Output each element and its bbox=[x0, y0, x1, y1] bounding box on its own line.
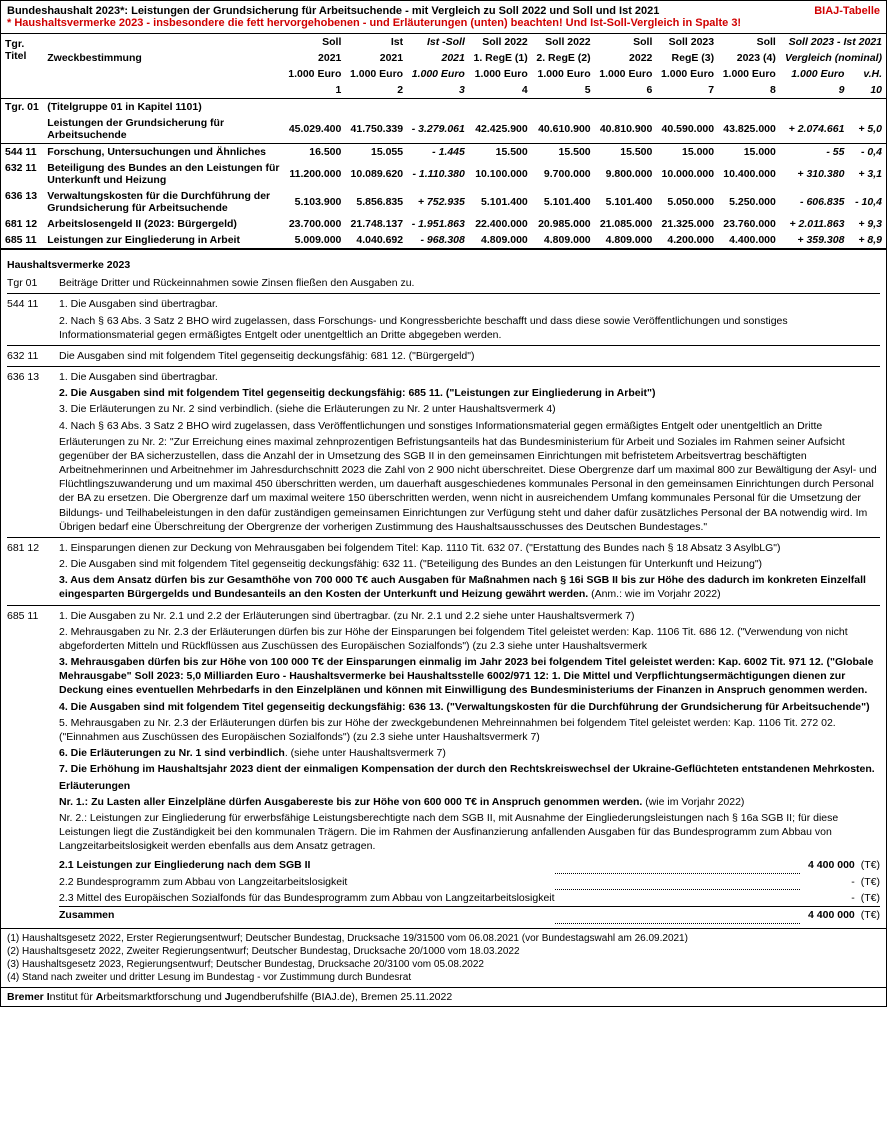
col2h2: 2021 bbox=[345, 50, 407, 66]
note-item: Erläuterungen bbox=[7, 779, 880, 793]
col4h1: Soll 2022 bbox=[469, 34, 532, 50]
subtotal-row: 2.3 Mittel des Europäischen Sozialfonds … bbox=[59, 890, 880, 907]
footnote-line: (2) Haushaltsgesetz 2022, Zweiter Regier… bbox=[7, 945, 880, 958]
subtotal-row: Zusammen 4 400 000 (T€) bbox=[59, 906, 880, 923]
col1h1: Soll bbox=[284, 34, 346, 50]
col7h2: RegE (3) bbox=[656, 50, 718, 66]
num5: 5 bbox=[532, 82, 595, 99]
col7h1: Soll 2023 bbox=[656, 34, 718, 50]
page-title: Bundeshaushalt 2023*: Leistungen der Gru… bbox=[7, 5, 659, 17]
num2: 2 bbox=[345, 82, 407, 99]
note-item: 681 121. Einsparungen dienen zur Deckung… bbox=[7, 541, 880, 555]
note-item: 5. Mehrausgaben zu Nr. 2.3 der Erläuteru… bbox=[7, 716, 880, 744]
col9h2: Vergleich (nominal) bbox=[780, 50, 886, 66]
table-row: 636 13 Verwaltungskosten für die Durchfü… bbox=[1, 188, 886, 216]
unit10: v.H. bbox=[848, 66, 886, 82]
note-item: 636 131. Die Ausgaben sind übertragbar. bbox=[7, 370, 880, 384]
unit3: 1.000 Euro bbox=[407, 66, 469, 82]
num8: 8 bbox=[718, 82, 780, 99]
num6: 6 bbox=[595, 82, 657, 99]
note-item: 2. Die Ausgaben sind mit folgendem Titel… bbox=[7, 557, 880, 571]
note-item: 4. Nach § 63 Abs. 3 Satz 2 BHO wird zuge… bbox=[7, 419, 880, 433]
num3: 3 bbox=[407, 82, 469, 99]
table-row: 685 11 Leistungen zur Eingliederung in A… bbox=[1, 232, 886, 249]
note-item: 6. Die Erläuterungen zu Nr. 1 sind verbi… bbox=[7, 746, 880, 760]
unit5: 1.000 Euro bbox=[532, 66, 595, 82]
col-code: Tgr. Titel bbox=[1, 34, 43, 66]
note-item: 3. Aus dem Ansatz dürfen bis zur Gesamth… bbox=[7, 573, 880, 601]
unit7: 1.000 Euro bbox=[656, 66, 718, 82]
note-item: Erläuterungen zu Nr. 2: "Zur Erreichung … bbox=[7, 435, 880, 534]
col3h2: 2021 bbox=[407, 50, 469, 66]
note-item: 2. Nach § 63 Abs. 3 Satz 2 BHO wird zuge… bbox=[7, 314, 880, 342]
num9: 9 bbox=[780, 82, 849, 99]
data-table: Tgr. Titel Zweckbestimmung Soll Ist Ist … bbox=[1, 34, 886, 249]
table-row: Leistungen der Grundsicherung für Arbeit… bbox=[1, 115, 886, 144]
col-desc: Zweckbestimmung bbox=[43, 34, 283, 66]
unit6: 1.000 Euro bbox=[595, 66, 657, 82]
notes-title: Haushaltsvermerke 2023 bbox=[7, 254, 880, 274]
unit1: 1.000 Euro bbox=[284, 66, 346, 82]
col6h2: 2022 bbox=[595, 50, 657, 66]
page-subtitle: * Haushaltsvermerke 2023 - insbesondere … bbox=[7, 17, 880, 29]
table-row: Tgr. 01(Titelgruppe 01 in Kapitel 1101) bbox=[1, 99, 886, 116]
note-item: Nr. 1.: Zu Lasten aller Einzelpläne dürf… bbox=[7, 795, 880, 809]
note-item: 2. Mehrausgaben zu Nr. 2.3 der Erläuteru… bbox=[7, 625, 880, 653]
subtotal-row: 2.2 Bundesprogramm zum Abbau von Langzei… bbox=[59, 874, 880, 890]
page: Bundeshaushalt 2023*: Leistungen der Gru… bbox=[0, 0, 887, 1007]
num7: 7 bbox=[656, 82, 718, 99]
table-row: 681 12 Arbeitslosengeld II (2023: Bürger… bbox=[1, 216, 886, 232]
brand-label: BIAJ-Tabelle bbox=[814, 5, 880, 17]
table-row: 632 11 Beteiligung des Bundes an den Lei… bbox=[1, 160, 886, 188]
col5h1: Soll 2022 bbox=[532, 34, 595, 50]
col3h1: Ist -Soll bbox=[407, 34, 469, 50]
footnote-line: (1) Haushaltsgesetz 2022, Erster Regieru… bbox=[7, 932, 880, 945]
note-item: 3. Die Erläuterungen zu Nr. 2 sind verbi… bbox=[7, 402, 880, 416]
subtotals-table: 2.1 Leistungen zur Eingliederung nach de… bbox=[59, 857, 880, 923]
header: Bundeshaushalt 2023*: Leistungen der Gru… bbox=[1, 1, 886, 34]
notes-section: Haushaltsvermerke 2023 Tgr 01Beiträge Dr… bbox=[1, 250, 886, 928]
col4h2: 1. RegE (1) bbox=[469, 50, 532, 66]
col8h1: Soll bbox=[718, 34, 780, 50]
footnote-line: (4) Stand nach zweiter und dritter Lesun… bbox=[7, 971, 880, 984]
col6h1: Soll bbox=[595, 34, 657, 50]
note-item: Nr. 2.: Leistungen zur Eingliederung für… bbox=[7, 811, 880, 854]
num4: 4 bbox=[469, 82, 532, 99]
num10: 10 bbox=[848, 82, 886, 99]
unit4: 1.000 Euro bbox=[469, 66, 532, 82]
col8h2: 2023 (4) bbox=[718, 50, 780, 66]
note-item: 544 111. Die Ausgaben sind übertragbar. bbox=[7, 297, 880, 311]
unit9: 1.000 Euro bbox=[780, 66, 849, 82]
col2h1: Ist bbox=[345, 34, 407, 50]
footnotes: (1) Haushaltsgesetz 2022, Erster Regieru… bbox=[1, 928, 886, 988]
source-line: Bremer Institut für Arbeitsmarktforschun… bbox=[1, 988, 886, 1006]
unit2: 1.000 Euro bbox=[345, 66, 407, 82]
col5h2: 2. RegE (2) bbox=[532, 50, 595, 66]
subtotal-row: 2.1 Leistungen zur Eingliederung nach de… bbox=[59, 857, 880, 873]
unit8: 1.000 Euro bbox=[718, 66, 780, 82]
note-item: 685 111. Die Ausgaben zu Nr. 2.1 und 2.2… bbox=[7, 609, 880, 623]
note-item: 3. Mehrausgaben dürfen bis zur Höhe von … bbox=[7, 655, 880, 698]
note-item: 4. Die Ausgaben sind mit folgendem Titel… bbox=[7, 700, 880, 714]
footnote-line: (3) Haushaltsgesetz 2023, Regierungsentw… bbox=[7, 958, 880, 971]
note-item: 2. Die Ausgaben sind mit folgendem Titel… bbox=[7, 386, 880, 400]
col9h1: Soll 2023 - Ist 2021 bbox=[780, 34, 886, 50]
note-item: 632 11Die Ausgaben sind mit folgendem Ti… bbox=[7, 349, 880, 363]
note-item: 7. Die Erhöhung im Haushaltsjahr 2023 di… bbox=[7, 762, 880, 776]
num1: 1 bbox=[284, 82, 346, 99]
table-row: 544 11 Forschung, Untersuchungen und Ähn… bbox=[1, 144, 886, 161]
note-item: Tgr 01Beiträge Dritter und Rückeinnahmen… bbox=[7, 276, 880, 290]
col1h2: 2021 bbox=[284, 50, 346, 66]
